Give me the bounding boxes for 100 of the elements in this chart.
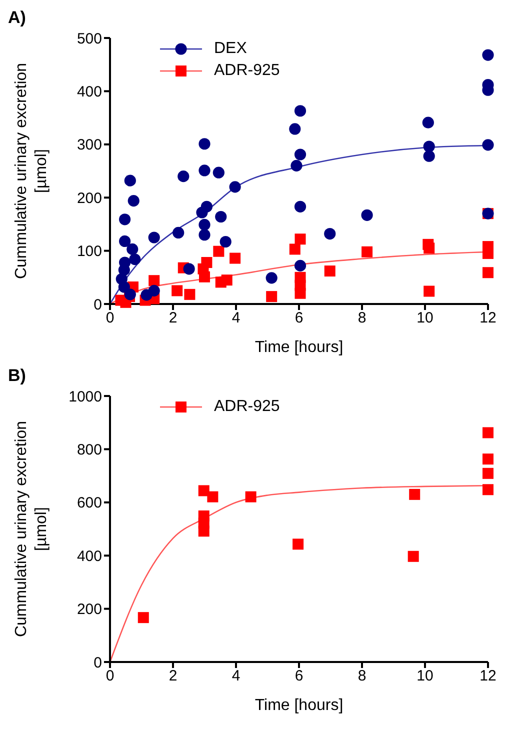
y-tick-label: 800 [76,442,102,459]
point [294,234,306,245]
point [184,288,196,300]
x-tick-label: 0 [106,310,114,327]
point [119,256,131,268]
point [148,284,160,296]
x-tick-label: 12 [480,668,496,685]
point [408,550,419,562]
point [128,194,140,207]
point [290,160,302,172]
point [292,538,304,550]
point [124,174,136,186]
y-tick-label: 300 [76,136,102,154]
x-tick-label: 12 [480,310,496,327]
point [245,491,256,502]
point [294,260,306,272]
point [289,244,300,255]
point [423,140,435,152]
point [289,123,301,135]
y-tick-label: 200 [76,601,102,618]
x-tick-label: 8 [358,668,366,685]
point [172,226,184,239]
point [294,148,306,160]
x-tick-label: 4 [232,668,240,685]
y-tick-label: 0 [94,654,102,672]
point [201,257,212,268]
point [424,242,435,254]
point [198,164,210,176]
point [119,235,131,248]
x-axis-title: Time [hours] [254,339,344,356]
x-tick-label: 10 [416,310,434,327]
point [148,232,160,244]
x-tick-label: 4 [232,310,240,327]
point [482,468,494,479]
x-axis-title: Time [hours] [254,697,344,714]
point [213,246,224,257]
point [198,485,210,496]
legend-label: ADR-925 [214,62,280,80]
point [178,170,190,182]
point [200,200,213,212]
y-tick-label: 0 [94,296,102,314]
point [129,254,141,266]
point [482,454,494,465]
point [482,427,494,438]
point [266,272,278,284]
point [183,263,195,275]
y-tick-label: 400 [76,84,102,101]
point [207,491,218,502]
point [294,288,306,299]
point [215,210,227,223]
point [126,243,138,256]
point [362,246,373,258]
y-tick-label: 1000 [68,388,102,406]
point [422,116,434,128]
point [361,209,373,221]
y-axis-title: Cummulative urinary excretion [µmol] [13,62,50,280]
point [230,252,241,264]
chart-title: A) [8,8,27,29]
point [138,612,149,624]
x-tick-label: 2 [168,310,178,327]
x-tick-label: 10 [416,668,434,685]
x-tick-label: 2 [168,668,178,685]
y-tick-label: 200 [76,190,102,207]
point [266,291,278,302]
x-tick-label: 0 [106,668,114,685]
legend-label: ADR-925 [214,398,280,416]
point [198,526,210,537]
point [119,214,131,226]
legend-label: DEX [214,40,247,58]
point [198,229,210,241]
point [409,488,420,500]
point [221,274,232,286]
point [482,49,494,61]
point [212,166,224,178]
y-tick-label: 400 [76,548,102,565]
point [294,105,306,117]
point [482,267,494,278]
point [294,200,306,212]
point [482,484,494,496]
point [148,275,160,286]
point [118,281,130,293]
y-axis-title: Cummulative urinary excretion [µmol] [13,420,50,638]
point [199,271,210,282]
point [124,288,136,300]
y-tick-label: 600 [76,494,102,512]
point [482,139,494,151]
x-tick-label: 8 [358,310,366,327]
chart-title: B) [8,366,27,387]
point [324,228,336,240]
point [423,150,435,162]
point [172,285,183,296]
x-tick-label: 6 [294,668,304,685]
point [324,266,336,277]
point [198,218,210,231]
x-tick-label: 6 [294,310,304,327]
y-tick-label: 500 [76,30,102,48]
y-tick-label: 100 [76,243,102,260]
point [220,236,232,248]
point [229,181,241,193]
point [198,138,210,150]
